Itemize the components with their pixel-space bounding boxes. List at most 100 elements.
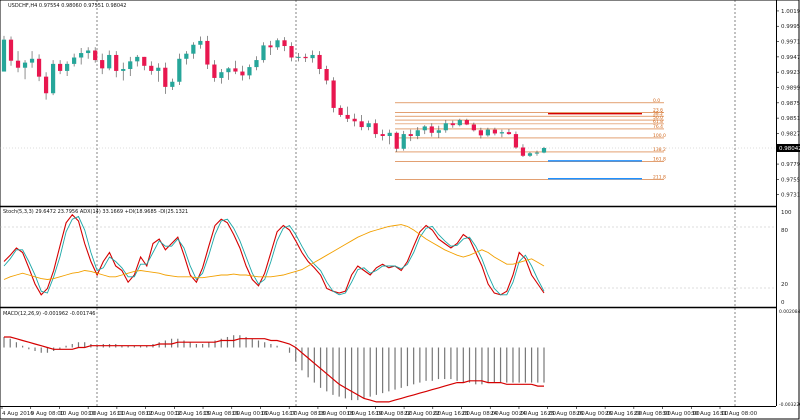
time-tick-label: 16 Aug 00:00 [232, 411, 270, 417]
bull-candle [79, 53, 84, 58]
fib-level-label: 211.8 [653, 174, 666, 180]
bull-candle [436, 130, 441, 133]
bear-candle [36, 58, 42, 77]
time-tick-label: 26 Aug 00:00 [576, 411, 614, 417]
stoch-header: Stoch(5,3,3) 29.6472 23.7956 ADX(14) 33.… [3, 209, 188, 215]
bear-candle [303, 56, 308, 59]
time-tick-label: 24 Aug 16:00 [519, 411, 557, 417]
bear-candle [15, 60, 21, 68]
bear-candle [492, 129, 498, 134]
macd-header: MACD(12,26,9) -0.001962 -0.001746 [3, 311, 95, 317]
time-tick-label: 25 Aug 08:00 [548, 411, 586, 417]
bull-candle [527, 153, 533, 156]
macd-signal-line [4, 336, 544, 403]
bull-candle [443, 123, 448, 131]
bull-candle [541, 147, 547, 153]
bull-candle [22, 62, 28, 68]
bull-candle [198, 40, 203, 45]
bull-candle [29, 58, 35, 63]
bear-candle [205, 40, 210, 65]
bull-candle [366, 123, 371, 128]
bear-candle [100, 60, 105, 69]
stoch-tick-label: 100 [781, 210, 792, 216]
time-tick-label: 22 Aug 16:00 [433, 411, 471, 417]
bear-candle [464, 120, 469, 125]
bull-candle [485, 129, 490, 136]
bull-candle [1, 39, 7, 72]
bear-candle [142, 56, 147, 66]
time-tick-label: 4 Aug 2016 [2, 411, 34, 417]
bull-candle [226, 68, 231, 73]
bull-candle [170, 81, 175, 87]
bull-candle [310, 54, 315, 59]
bear-candle [43, 76, 49, 94]
time-tick-label: 19 Aug 08:00 [375, 411, 413, 417]
time-tick-label: 30 Aug 00:00 [663, 411, 701, 417]
time-tick-label: 10 Aug 16:00 [88, 411, 126, 417]
fib-level-label: 38.2 [653, 111, 663, 117]
bull-candle [121, 69, 126, 71]
bull-candle [184, 53, 189, 59]
time-tick-label: 9 Aug 08:00 [31, 411, 65, 417]
bull-candle [107, 54, 112, 69]
time-tick-label: 23 Aug 08:00 [462, 411, 500, 417]
macd-tick-label: 0.002084 [779, 309, 800, 315]
bear-candle [352, 118, 357, 122]
time-tick-label: 11 Aug 08:00 [117, 411, 155, 417]
bull-candle [534, 152, 540, 154]
bull-candle [247, 67, 252, 76]
current-price-label: 0.98042 [779, 146, 800, 152]
bear-candle [163, 67, 168, 87]
bull-candle [499, 132, 505, 134]
stoch-signal-line [3, 215, 545, 296]
time-tick-label: 26 Aug 16:00 [605, 411, 643, 417]
bear-candle [8, 39, 14, 61]
bear-candle [394, 132, 399, 149]
fib-level-label: 76.4 [653, 124, 663, 130]
stoch-tick-label: 0 [781, 300, 785, 306]
bear-candle [359, 121, 364, 128]
time-tick-label: 24 Aug 00:00 [490, 411, 528, 417]
bull-candle [275, 40, 280, 48]
adx-line [3, 224, 545, 280]
fib-level-label: 0.0 [653, 98, 660, 104]
time-tick-label: 16 Aug 16:00 [260, 411, 298, 417]
bull-candle [387, 132, 392, 136]
bull-candle [261, 45, 266, 61]
bear-candle [450, 123, 455, 126]
bear-candle [513, 134, 519, 148]
current-price-box [777, 143, 800, 152]
bull-candle [50, 63, 56, 94]
fib-level-label: 23.6 [653, 107, 663, 113]
time-tick-label: 18 Aug 00:00 [318, 411, 356, 417]
bear-candle [58, 63, 63, 71]
bear-candle [317, 54, 322, 69]
main-header: USDCHF,H4 0.97554 0.98060 0.97551 0.9804… [8, 3, 126, 9]
time-tick-label: 17 Aug 08:00 [289, 411, 327, 417]
bear-candle [373, 123, 378, 135]
fib-level-label: 161.8 [653, 157, 666, 163]
bear-candle [240, 71, 245, 76]
bull-candle [415, 130, 420, 136]
time-tick-label: 12 Aug 00:00 [146, 411, 184, 417]
bear-candle [471, 124, 476, 131]
bull-candle [422, 126, 427, 131]
time-tick-label: 31 Aug 08:00 [720, 411, 758, 417]
time-tick-label: 30 Aug 16:00 [691, 411, 729, 417]
time-tick-label: 10 Aug 00:00 [59, 411, 97, 417]
bull-candle [457, 120, 462, 126]
bull-candle [156, 67, 161, 71]
bear-candle [331, 80, 336, 108]
time-tick-label: 29 Aug 08:00 [634, 411, 672, 417]
